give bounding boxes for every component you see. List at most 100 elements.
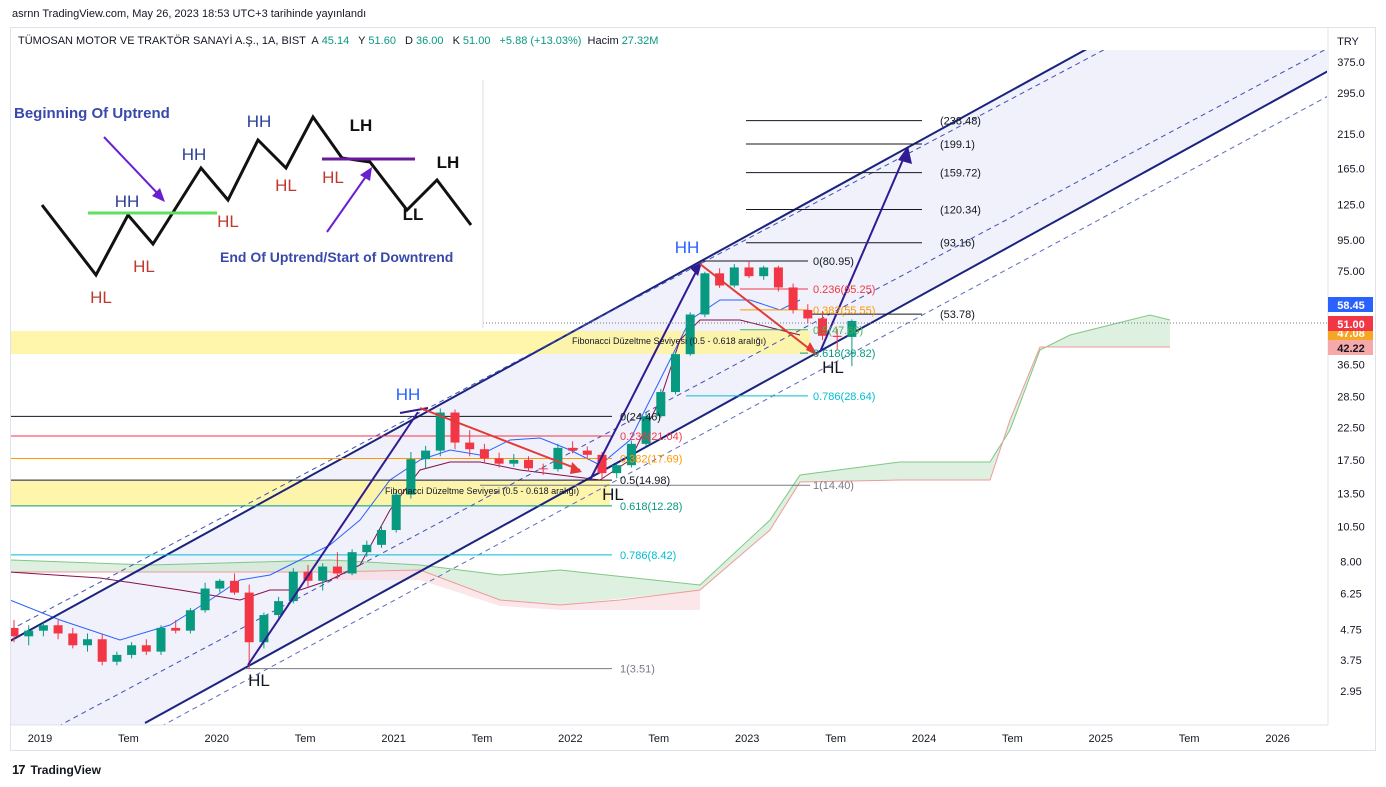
trend-diagram: Beginning Of Uptrend End Of Uptrend/Star… [11,80,484,330]
impulse-arrow-head-1 [690,262,702,276]
fib-level-label: 0.5(47.66) [813,325,863,337]
y-tick-label: 95.00 [1337,235,1365,247]
impulse-arrow-2020 [247,411,419,666]
fib-zone-label: Fibonacci Düzeltme Seviyesi (0.5 - 0.618… [385,486,579,496]
candle-body [141,645,151,652]
fib-level-label: 0.786(28.64) [813,391,875,403]
diagram-label: HL [90,288,112,307]
candle-body [847,320,857,337]
y-tick-label: 36.50 [1337,359,1365,371]
swing-label: HH [396,385,421,404]
candle-body [435,412,445,451]
x-tick-label: 2025 [1089,733,1113,745]
candle-body [685,314,695,355]
ichimoku-cloud-green [11,315,1170,605]
projection-arrow-head [898,146,912,164]
candle-body [759,267,769,277]
candle-body [773,267,783,288]
x-tick-label: Tem [118,733,139,745]
price-badge [1328,340,1373,355]
diagram-label: HH [247,112,272,131]
impulse-arrow-2022 [589,263,701,481]
candle-body [494,458,504,464]
candle-body [318,566,328,581]
candle-body [362,544,372,553]
candle-body [671,354,680,393]
target-label: (159.72) [940,168,981,180]
fib-level-label: 0.618(39.82) [813,348,875,360]
x-tick-label: 2022 [558,733,582,745]
correction-arrow-head-2 [806,342,818,356]
x-tick-label: 2019 [28,733,52,745]
y-tick-label: 17.50 [1337,455,1365,467]
fib-level-label: 0(24.46) [620,411,661,423]
fib-level-label: 0.618(12.28) [620,501,682,513]
diagram-label: LL [403,205,424,224]
correction-arrow-2021 [419,407,581,471]
legend-open: 45.14 [321,35,350,47]
candle-body [803,309,813,319]
y-tick-label: 13.50 [1337,489,1365,501]
target-label: (238.48) [940,116,981,128]
price-badge-label: 42.22 [1337,343,1365,355]
candle-body [391,494,401,531]
published-header: asrnn TradingView.com, May 26, 2023 18:5… [12,8,367,20]
price-badge [1328,297,1373,312]
candle-body [24,630,34,637]
fib-level-label: 0.236(65.25) [813,284,875,296]
projection-arrow [819,147,909,353]
y-tick-label: 215.0 [1337,129,1365,141]
x-tick-label: Tem [1002,733,1023,745]
candle-body [156,627,166,652]
diagram-label: HL [322,168,344,187]
fib-level-label: 1(3.51) [620,664,655,676]
candle-body [818,318,827,336]
y-tick-label: 125.0 [1337,200,1365,212]
candle-body [832,335,842,337]
x-tick-label: Tem [472,733,493,745]
candle-body [788,287,798,310]
y-tick-label: 2.95 [1340,686,1361,698]
candle-body [450,412,460,443]
candle-body [524,459,533,469]
diagram-arrow-1 [103,136,161,197]
candle-body [377,530,386,545]
x-tick-label: Tem [825,733,846,745]
chart-frame[interactable] [10,27,1376,751]
legend-close-label: K [452,35,460,47]
y-tick-label: 375.0 [1337,57,1365,69]
legend-volume-label: Hacim [587,35,619,47]
fib-level-label: 0.236(21.04) [620,431,682,443]
diagram-label: HL [217,212,239,231]
target-label: (120.34) [940,204,981,216]
candle-body [288,571,298,602]
current-price-badge [1328,316,1373,331]
y-tick-label: 4.75 [1340,624,1361,636]
candle-body [700,273,710,315]
footer-brand-name: TradingView [30,762,101,777]
candle-body [274,601,284,616]
candle-body [612,465,622,474]
legend-volume: 27.32M [621,35,659,47]
candle-body [347,552,357,574]
y-tick-label: 165.0 [1337,163,1365,175]
fib-level-label: 0.382(17.69) [620,453,682,465]
diagram-arrow-head-2 [360,167,372,181]
y-tick-label: 3.75 [1340,655,1361,667]
candle-body [597,454,607,474]
legend-low-label: D [405,35,413,47]
candle-body [112,654,122,662]
legend-high-label: Y [358,35,366,47]
diagram-label: HH [182,145,207,164]
legend-change: +5.88 (+13.03%) [499,35,582,47]
diagram-label: HH [115,192,140,211]
footer-brand[interactable]: 17 TradingView [12,762,101,777]
x-tick-label: Tem [648,733,669,745]
candle-body [656,392,666,417]
legend-symbol[interactable]: TÜMOSAN MOTOR VE TRAKTÖR SANAYİ A.Ş., 1A… [18,35,306,47]
swing-label: HL [822,358,844,377]
candle-body [68,633,78,646]
candle-body [626,443,636,466]
legend-low: 36.00 [415,35,444,47]
